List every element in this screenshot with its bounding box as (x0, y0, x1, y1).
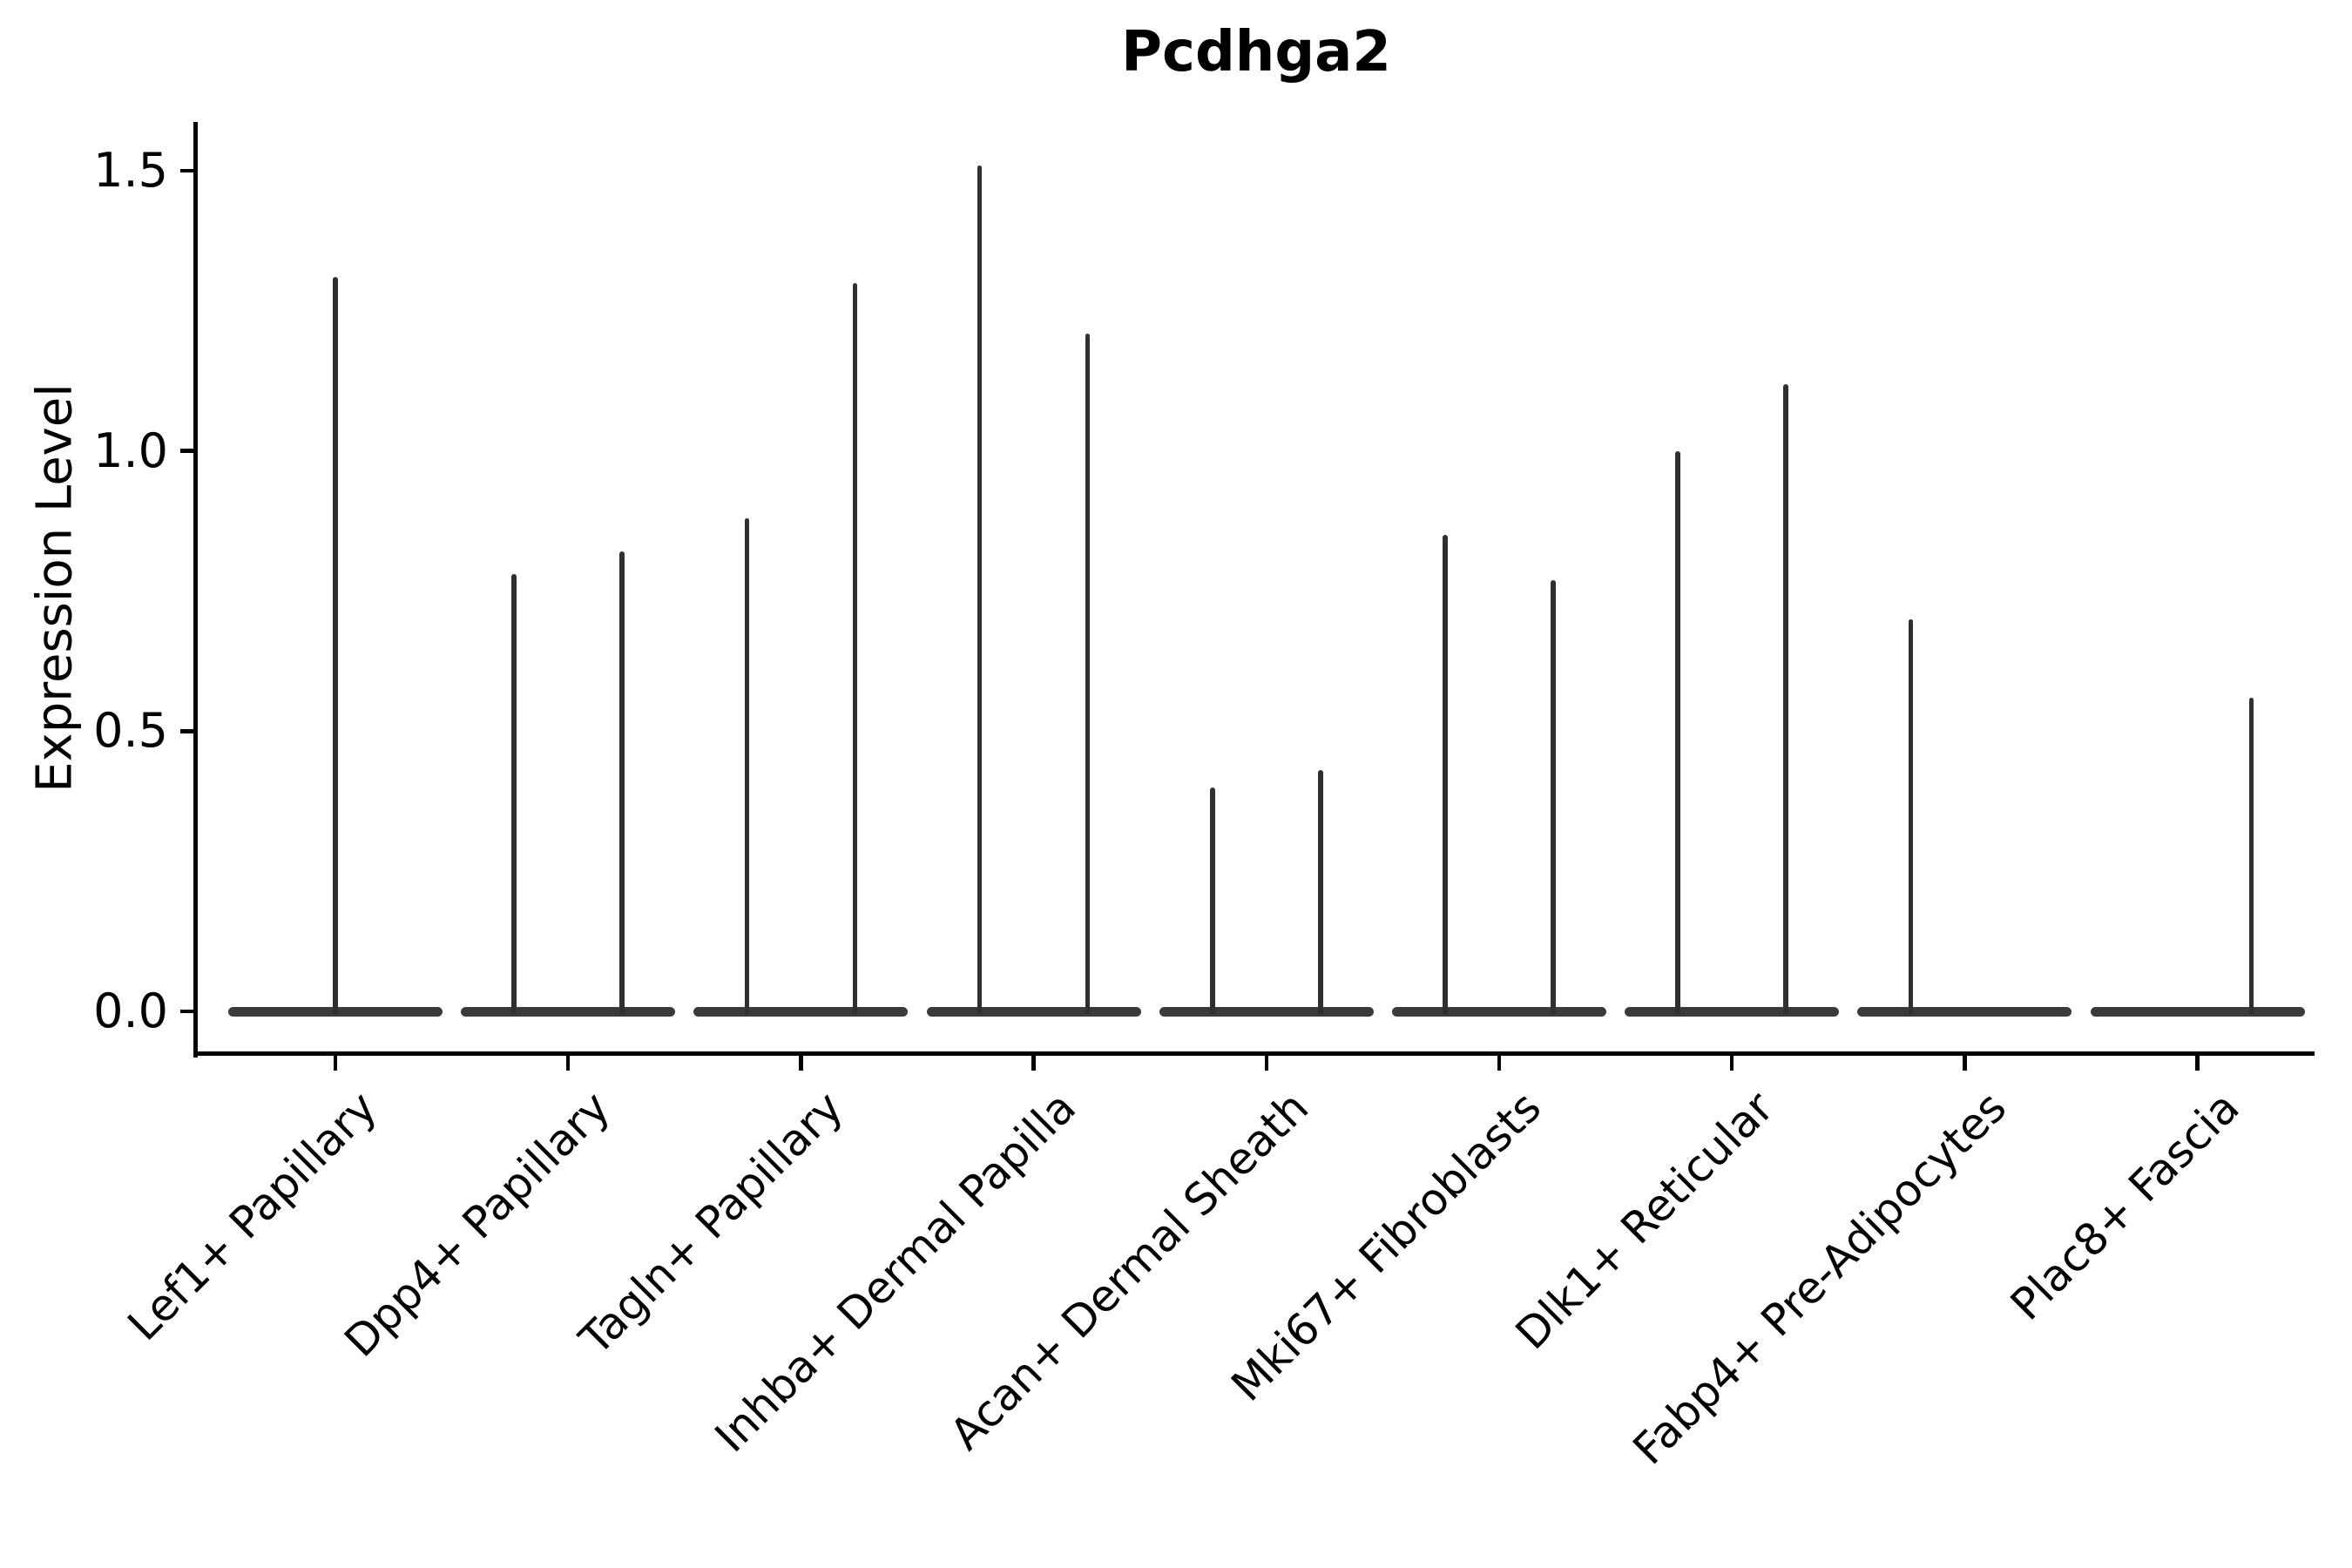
x-tick (1729, 1056, 1734, 1071)
violin-spike (852, 282, 858, 1014)
violin-spike (333, 277, 338, 1014)
violin-base (1159, 1006, 1374, 1017)
violin-spike (1318, 770, 1323, 1014)
x-tick-label: Dlk1+ Reticular (1506, 1082, 1784, 1360)
violin-spike (511, 574, 517, 1014)
violin-spike (619, 551, 625, 1014)
y-tick-label: 0.0 (93, 983, 168, 1038)
y-tick-label: 1.5 (93, 143, 168, 199)
x-tick (1031, 1056, 1036, 1071)
y-tick (180, 449, 193, 453)
x-tick (2195, 1056, 2200, 1071)
violin-spike (1210, 787, 1215, 1014)
violin-spike (1675, 450, 1680, 1014)
violin-spike (1908, 618, 1914, 1014)
x-tick (1497, 1056, 1502, 1071)
violin-base (926, 1006, 1141, 1017)
x-tick (1963, 1056, 1967, 1071)
violin-base (693, 1006, 909, 1017)
violin-spike (1085, 333, 1091, 1014)
violin-spike (744, 517, 750, 1014)
violin-base (1857, 1006, 2072, 1017)
x-tick-label: Fabp4+ Pre-Adipocytes (1623, 1082, 2017, 1475)
x-tick (565, 1056, 571, 1071)
violin-spike (977, 165, 983, 1014)
y-tick (180, 1009, 193, 1014)
x-tick (1264, 1056, 1269, 1071)
violin-base (2090, 1006, 2305, 1017)
x-tick-label: Lef1+ Papillary (118, 1082, 388, 1351)
chart-title: Pcdhga2 (1121, 20, 1391, 84)
violin-base (461, 1006, 676, 1017)
y-axis-spine (193, 122, 198, 1058)
y-tick (180, 168, 193, 173)
violin-base (1392, 1006, 1606, 1017)
y-tick-label: 0.5 (93, 703, 168, 759)
x-tick (799, 1056, 803, 1071)
x-tick (333, 1056, 338, 1071)
violin-spike (2248, 697, 2254, 1014)
x-axis-spine (193, 1051, 2315, 1056)
violin-spike (1783, 383, 1788, 1014)
y-tick-label: 1.0 (93, 422, 168, 478)
y-tick (180, 729, 193, 733)
violin-base (1625, 1006, 1840, 1017)
violin-spike (1551, 579, 1556, 1014)
violin-spike (1443, 535, 1448, 1014)
x-tick-label: Plac8+ Fascia (2000, 1082, 2249, 1330)
